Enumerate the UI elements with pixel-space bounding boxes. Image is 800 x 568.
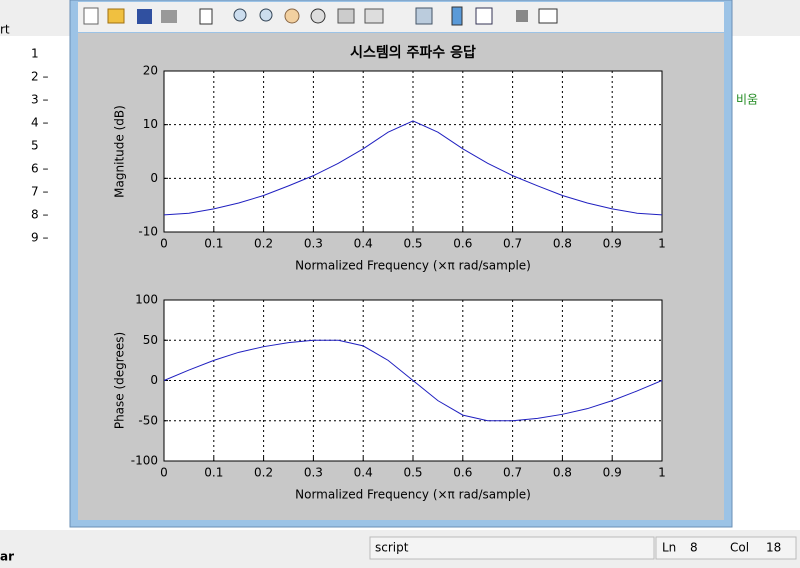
x-tick-label: 0.1 <box>204 466 223 480</box>
icon[interactable] <box>538 8 558 24</box>
line-number: 7 – <box>31 185 48 199</box>
icon[interactable] <box>259 8 273 22</box>
x-tick-label: 0.7 <box>503 237 522 251</box>
icon[interactable] <box>451 6 463 26</box>
y-tick-label: 100 <box>135 293 158 307</box>
line-number: 8 – <box>31 208 48 222</box>
icon[interactable] <box>337 8 355 24</box>
figure-toolbar <box>78 2 724 32</box>
corner-stub: ar <box>0 550 14 564</box>
y-tick-label: 10 <box>143 117 158 131</box>
charts: 시스템의 주파수 응답 0 0.1 0.2 0.3 0.4 0.5 0.6 0.7 0.8 0.9 1… <box>113 44 666 502</box>
x-tick-label: 0.8 <box>553 237 572 251</box>
x-tick-label: 0.8 <box>553 466 572 480</box>
icon[interactable] <box>364 8 384 24</box>
y-tick-label: -50 <box>138 413 158 427</box>
line-number: 5 <box>31 139 39 153</box>
line-number: 2 – <box>31 70 48 84</box>
x-tick-label: 0.9 <box>603 237 622 251</box>
x-tick-label: 1 <box>658 237 666 251</box>
x-tick-label: 0.5 <box>403 466 422 480</box>
x-tick-label: 0.5 <box>403 237 422 251</box>
x-tick-label: 0.4 <box>354 237 373 251</box>
x-tick-label: 0.2 <box>254 466 273 480</box>
x-tick-label: 0.6 <box>453 237 472 251</box>
status-ln-label: Ln <box>662 541 676 555</box>
status-col: 18 <box>766 541 781 555</box>
line-number: 3 – <box>31 93 48 107</box>
status-mode: script <box>375 541 409 555</box>
x-axis-label: Normalized Frequency (×π rad/sample) <box>295 488 531 502</box>
status-field <box>369 536 655 560</box>
x-tick-label: 0 <box>160 237 168 251</box>
data-line <box>163 120 663 216</box>
x-tick-label: 0.1 <box>204 237 223 251</box>
y-tick-label: 20 <box>143 64 158 78</box>
x-tick-label: 0.6 <box>453 466 472 480</box>
x-tick-label: 0.3 <box>304 237 323 251</box>
editor-side-text: 비움 <box>736 93 758 107</box>
icon[interactable] <box>475 7 493 25</box>
status-ln: 8 <box>690 541 698 555</box>
icon[interactable] <box>161 10 177 23</box>
icon[interactable] <box>415 7 433 25</box>
x-tick-label: 0.9 <box>603 466 622 480</box>
data-line <box>163 339 663 422</box>
y-tick-label: 0 <box>150 373 158 387</box>
y-tick-label: 50 <box>143 333 158 347</box>
line-number: 6 – <box>31 162 48 176</box>
line-numbers: 1 2 – 3 – 4 – 5 6 – 7 – 8 – 9 – <box>31 47 48 245</box>
icon[interactable] <box>233 8 247 22</box>
status-field <box>655 536 797 560</box>
y-axis-label: Magnitude (dB) <box>113 105 127 198</box>
line-number: 1 <box>31 47 39 61</box>
icon[interactable] <box>83 7 99 25</box>
chart-title: 시스템의 주파수 응답 <box>350 44 476 61</box>
x-axis-label: Normalized Frequency (×π rad/sample) <box>295 259 531 273</box>
x-tick-label: 0.7 <box>503 466 522 480</box>
y-tick-label: -100 <box>131 454 158 468</box>
line-number: 9 – <box>31 231 48 245</box>
icon[interactable] <box>516 10 528 22</box>
icon[interactable] <box>199 8 213 25</box>
x-tick-label: 0.3 <box>304 466 323 480</box>
y-tick-label: 0 <box>150 171 158 185</box>
x-tick-label: 0.4 <box>354 466 373 480</box>
x-tick-label: 0 <box>160 466 168 480</box>
icon[interactable] <box>107 8 125 24</box>
x-tick-label: 0.2 <box>254 237 273 251</box>
y-tick-label: -10 <box>138 225 158 239</box>
icon[interactable] <box>284 8 300 24</box>
x-tick-label: 1 <box>658 466 666 480</box>
icon[interactable] <box>310 8 326 24</box>
status-col-label: Col <box>730 541 749 555</box>
toolbar-icons <box>83 6 558 26</box>
y-axis-label: Phase (degrees) <box>113 332 127 429</box>
left-stub: rt <box>0 23 10 37</box>
line-number: 4 – <box>31 116 48 130</box>
icon[interactable] <box>137 9 152 24</box>
